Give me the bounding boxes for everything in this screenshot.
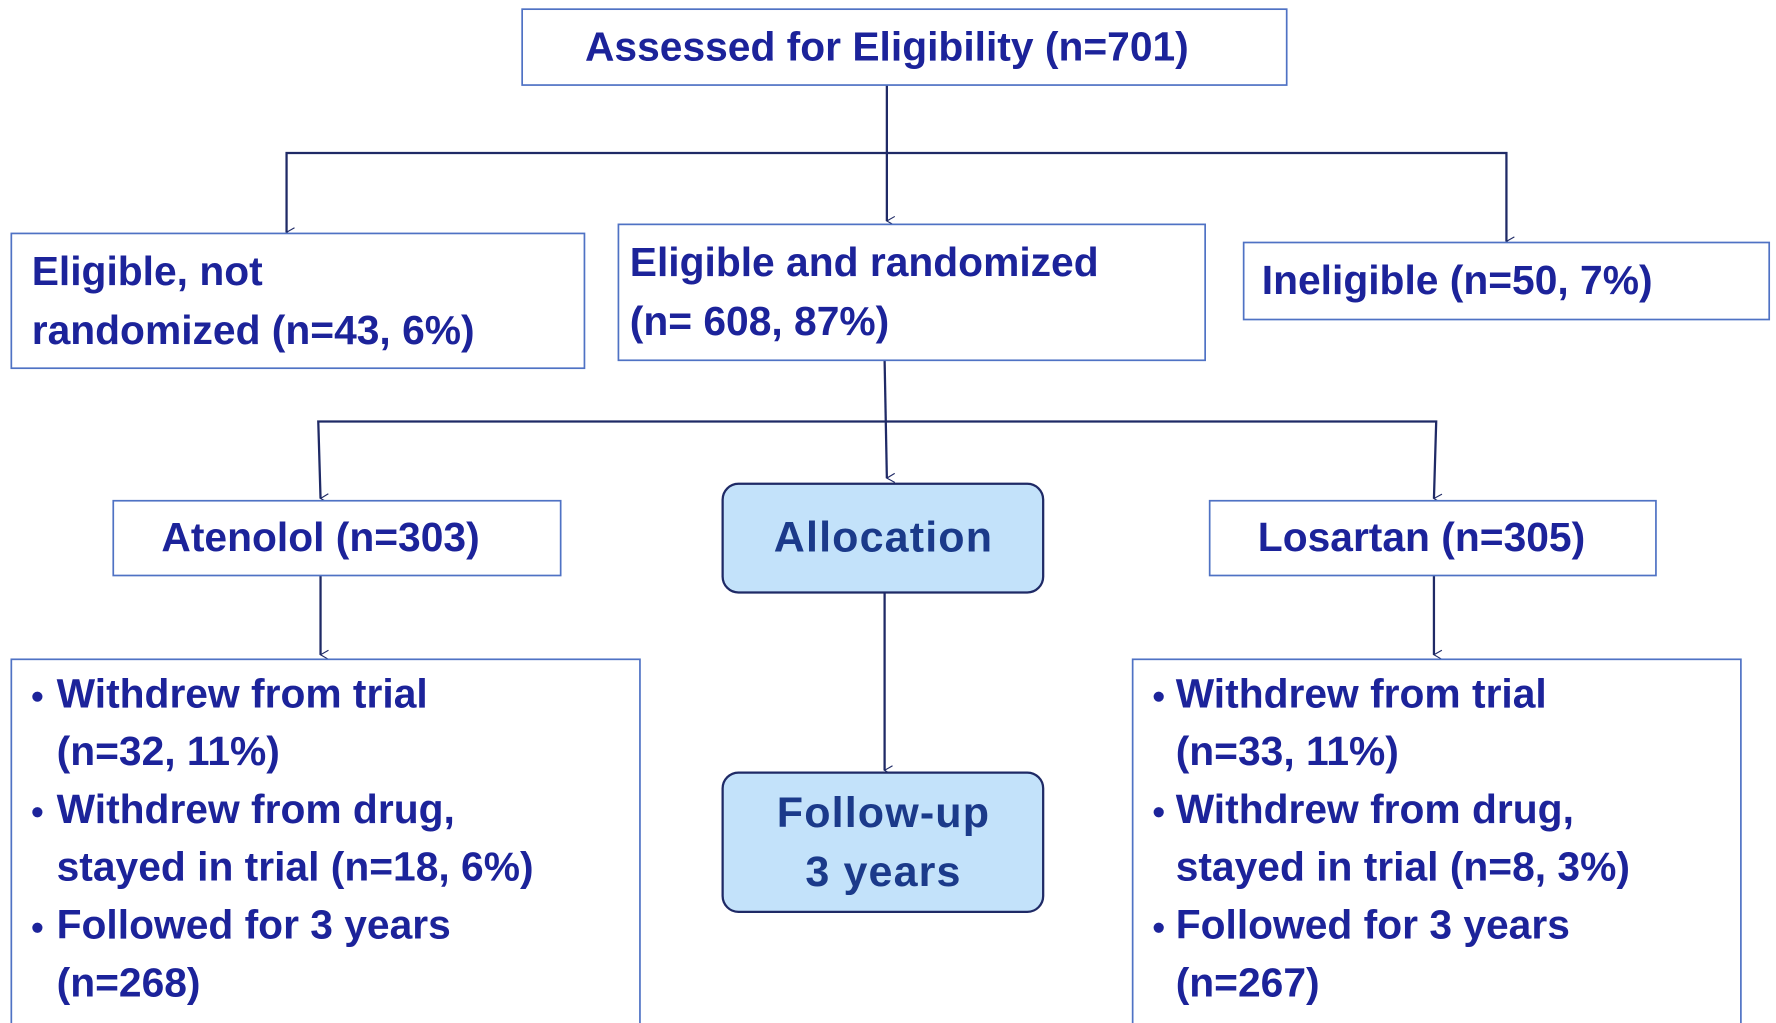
connector <box>285 151 1515 247</box>
node-label: Ineligible (n=50, 7%) <box>1262 257 1653 303</box>
outcome-text: (n=268) <box>57 959 201 1005</box>
node: Atenolol (n=303) <box>112 499 562 577</box>
bullet <box>32 922 43 933</box>
outcome-text: Withdrew from trial <box>1176 670 1547 716</box>
outcome-text: Withdrew from drug, <box>57 786 455 832</box>
outcome-box: Withdrew from trial (n=33, 11%) Withdrew f… <box>1131 658 1742 1023</box>
outcome-frame <box>1131 658 1742 1023</box>
node-label: Atenolol (n=303) <box>161 514 479 560</box>
connector <box>317 420 1443 504</box>
node-label: Eligible, not <box>32 248 263 294</box>
node: Assessed for Eligibility (n=701) <box>521 8 1288 86</box>
node: Allocation <box>721 482 1045 594</box>
outcome-text: (n=32, 11%) <box>57 728 280 774</box>
node-box <box>1242 241 1771 321</box>
node: Follow-up 3 years <box>721 771 1045 914</box>
node-label: Follow-up <box>777 789 990 837</box>
outcome-text: Withdrew from trial <box>57 670 428 716</box>
node-label: Assessed for Eligibility (n=701) <box>585 24 1189 70</box>
outcome-text: stayed in trial (n=8, 3%) <box>1176 844 1630 890</box>
node: Eligible and randomized (n= 608, 87%) <box>617 223 1206 362</box>
bullet <box>1153 922 1164 933</box>
connectors <box>285 85 1515 776</box>
outcome-box: Withdrew from trial (n=32, 11%) Withdrew f… <box>10 658 641 1023</box>
node-label: Eligible and randomized <box>630 239 1099 285</box>
node-box <box>1208 499 1657 577</box>
bullet <box>1153 807 1164 818</box>
node: Eligible, not randomized (n=43, 6%) <box>10 232 586 370</box>
node-box <box>617 223 1206 362</box>
node-label: (n= 608, 87%) <box>630 298 889 344</box>
node-box <box>721 482 1045 594</box>
node-label: randomized (n=43, 6%) <box>32 307 475 353</box>
bullet <box>32 807 43 818</box>
outcome-text: stayed in trial (n=18, 6%) <box>57 844 534 890</box>
outcome-text: Followed for 3 years <box>1176 902 1570 948</box>
node-box <box>112 499 562 577</box>
outcome-frame <box>10 658 641 1023</box>
bullet <box>1153 691 1164 702</box>
node: Ineligible (n=50, 7%) <box>1242 241 1771 321</box>
node-box <box>721 771 1045 914</box>
node-box <box>10 232 586 370</box>
connector <box>883 360 896 483</box>
node: Losartan (n=305) <box>1208 499 1657 577</box>
bullet <box>32 691 43 702</box>
node-label: 3 years <box>805 848 961 896</box>
node-label: Losartan (n=305) <box>1258 514 1585 560</box>
node-label: Allocation <box>774 514 993 562</box>
outcome-text: Withdrew from drug, <box>1176 786 1574 832</box>
outcome-text: (n=267) <box>1176 959 1320 1005</box>
node-box <box>521 8 1288 86</box>
outcome-text: (n=33, 11%) <box>1176 728 1399 774</box>
outcome-text: Followed for 3 years <box>57 902 451 948</box>
